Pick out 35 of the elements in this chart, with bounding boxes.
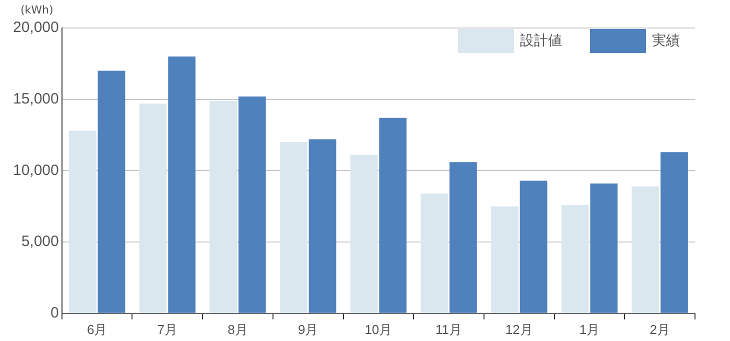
bar — [238, 96, 266, 313]
x-tick-label: 2月 — [650, 322, 670, 337]
bar — [308, 139, 336, 313]
x-tick-label: 8月 — [228, 322, 248, 337]
bar — [450, 162, 477, 313]
legend-label: 実績 — [652, 32, 680, 50]
bar — [520, 180, 548, 313]
bar — [350, 155, 378, 313]
x-tick-label: 12月 — [505, 322, 533, 337]
bar — [590, 184, 618, 313]
x-tick-label: 9月 — [298, 322, 318, 337]
bar — [280, 142, 308, 313]
bar — [379, 118, 407, 313]
y-tick-label: 20,000 — [12, 19, 59, 36]
x-tick-label: 7月 — [157, 322, 178, 337]
x-tick-label: 11月 — [436, 322, 462, 337]
x-tick-label: 1月 — [579, 322, 600, 337]
bar — [210, 100, 238, 313]
x-tick-label: 10月 — [364, 322, 392, 337]
y-tick-label: 10,000 — [12, 162, 59, 179]
y-tick-label: 15,000 — [12, 90, 59, 108]
bar — [68, 130, 96, 313]
bar — [660, 152, 688, 313]
y-axis-title: (kWh) — [20, 3, 54, 16]
y-tick-label: 0 — [50, 304, 59, 322]
bar — [420, 194, 448, 313]
legend-label: 設計値 — [520, 32, 562, 50]
x-tick-label: 6月 — [86, 322, 108, 337]
bar — [139, 104, 167, 313]
bar — [98, 70, 126, 313]
bar — [561, 204, 589, 313]
bar — [632, 186, 660, 313]
y-tick-label: 5,000 — [21, 233, 59, 250]
bar — [491, 206, 518, 313]
bar — [168, 56, 196, 313]
